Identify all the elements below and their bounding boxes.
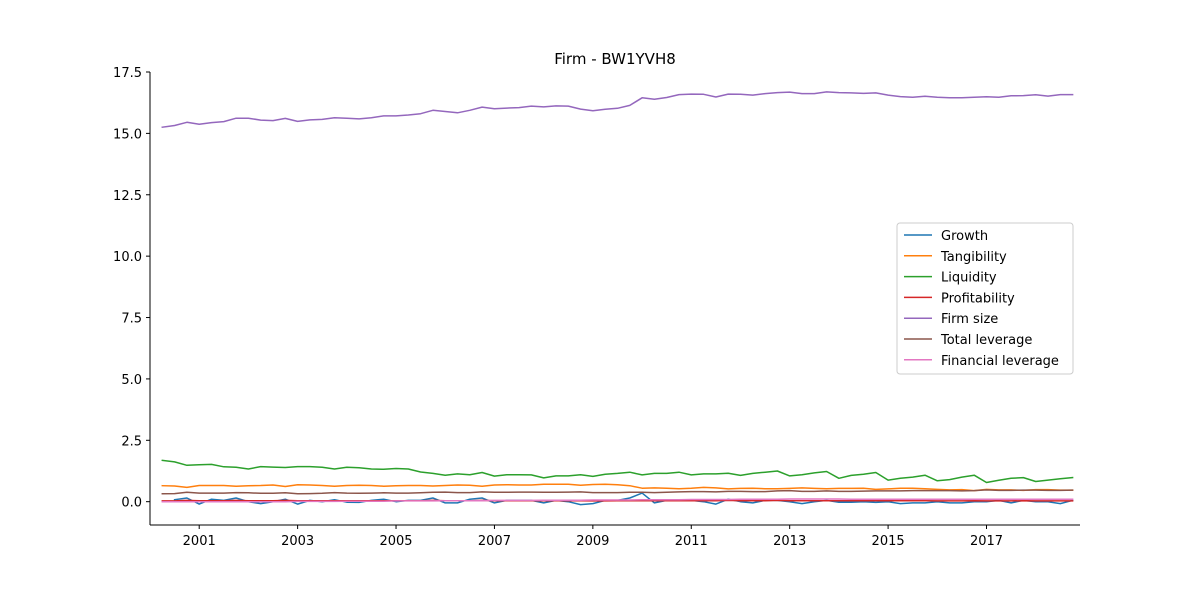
chart-title: Firm - BW1YVH8 bbox=[554, 50, 676, 68]
series-layer bbox=[161, 91, 1074, 506]
legend-label: Tangibility bbox=[940, 250, 1007, 265]
series-line-financial-leverage bbox=[161, 498, 1074, 503]
series-line-tangibility bbox=[161, 483, 1074, 492]
series-line-liquidity bbox=[161, 459, 1074, 484]
x-tick-label: 2009 bbox=[576, 534, 609, 549]
legend-label: Liquidity bbox=[941, 271, 997, 286]
series-line-firm-size bbox=[161, 91, 1074, 129]
x-tick-label: 2001 bbox=[183, 534, 216, 549]
y-tick-label: 17.5 bbox=[113, 66, 142, 81]
x-tick-label: 2015 bbox=[872, 534, 905, 549]
legend-label: Firm size bbox=[941, 312, 998, 327]
legend-label: Growth bbox=[941, 229, 988, 244]
y-tick-label: 0.0 bbox=[121, 496, 142, 511]
axes-layer bbox=[149, 72, 1080, 526]
x-tick-label: 2007 bbox=[478, 534, 511, 549]
legend-label: Total leverage bbox=[940, 333, 1032, 348]
legend-label: Profitability bbox=[941, 291, 1015, 306]
x-tick-label: 2005 bbox=[379, 534, 412, 549]
y-tick-label: 10.0 bbox=[113, 250, 142, 265]
x-tick-label: 2013 bbox=[773, 534, 806, 549]
y-tick-label: 12.5 bbox=[113, 189, 142, 204]
x-tick-label: 2003 bbox=[281, 534, 314, 549]
x-tick-label: 2017 bbox=[970, 534, 1003, 549]
legend-frame bbox=[896, 222, 1074, 375]
y-tick-label: 5.0 bbox=[121, 373, 142, 388]
legend: Growth Tangibility Liquidity Profitability F… bbox=[896, 222, 1074, 375]
y-tick-label: 7.5 bbox=[121, 312, 142, 327]
x-tick-label: 2011 bbox=[675, 534, 708, 549]
legend-label: Financial leverage bbox=[941, 354, 1059, 369]
ticks-layer: 2001 2003 2005 2007 2009 2011 2013 2015 2017 0.0 2… bbox=[113, 66, 1003, 549]
y-tick-label: 2.5 bbox=[121, 434, 142, 449]
legend-items: Growth Tangibility Liquidity Profitability F… bbox=[904, 229, 1059, 369]
y-tick-label: 15.0 bbox=[113, 127, 142, 142]
series-line-total-leverage bbox=[161, 489, 1074, 495]
